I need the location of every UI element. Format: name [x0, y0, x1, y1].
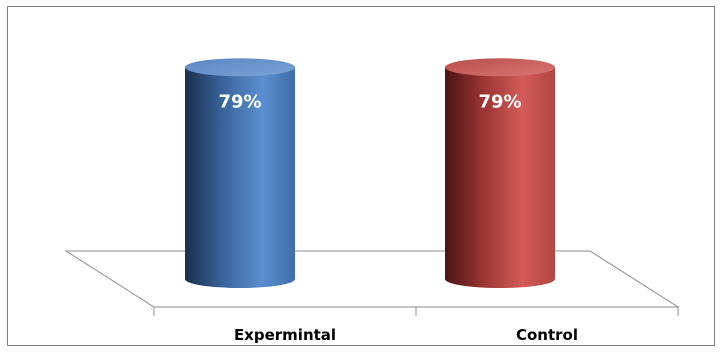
- bar-control: [445, 58, 555, 288]
- data-label-expermintal: 79%: [218, 91, 261, 112]
- category-label-control: Control: [516, 326, 578, 344]
- bars-group: 79% 79%: [185, 58, 555, 288]
- bar-expermintal: [185, 58, 295, 288]
- bar-top-control: [445, 58, 555, 77]
- category-label-expermintal: Expermintal: [234, 326, 336, 344]
- bar-body-control: [445, 67, 555, 288]
- bar-top-expermintal: [185, 58, 295, 77]
- chart-floor: [64, 250, 680, 308]
- data-label-control: 79%: [478, 91, 521, 112]
- bar-body-expermintal: [185, 67, 295, 288]
